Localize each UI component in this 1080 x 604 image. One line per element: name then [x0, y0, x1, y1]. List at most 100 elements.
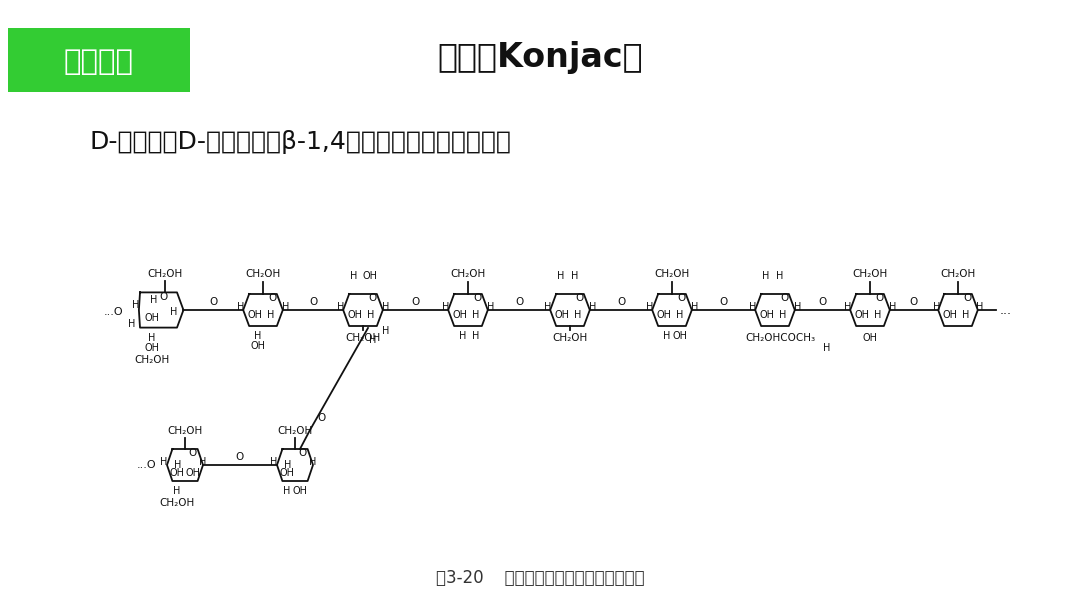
Text: O: O	[298, 448, 307, 458]
Text: H: H	[691, 302, 698, 312]
Text: H: H	[270, 457, 278, 467]
Text: O: O	[188, 448, 197, 458]
Text: H: H	[780, 310, 786, 320]
Text: H: H	[459, 331, 467, 341]
FancyBboxPatch shape	[8, 28, 190, 92]
Text: H: H	[575, 310, 582, 320]
Text: H: H	[875, 310, 881, 320]
Text: H: H	[284, 460, 292, 470]
Text: H: H	[823, 343, 831, 353]
Text: ...O: ...O	[104, 307, 124, 317]
Text: H: H	[843, 302, 851, 312]
Text: H: H	[676, 310, 684, 320]
Text: O: O	[909, 297, 918, 307]
Text: CH₂OH: CH₂OH	[167, 426, 203, 436]
Text: O: O	[576, 293, 583, 303]
Text: OH: OH	[363, 271, 378, 281]
Text: O: O	[268, 293, 276, 303]
Text: O: O	[819, 297, 826, 307]
Text: H: H	[663, 331, 671, 341]
Text: H: H	[283, 486, 291, 496]
Text: OH: OH	[854, 310, 869, 320]
Text: OH: OH	[673, 331, 688, 341]
Text: CH₂OH: CH₂OH	[160, 498, 194, 508]
Text: H: H	[544, 302, 551, 312]
Text: H: H	[367, 310, 375, 320]
Text: H: H	[148, 333, 156, 342]
Text: H: H	[889, 302, 896, 312]
Text: OH: OH	[863, 333, 877, 343]
Text: O: O	[318, 413, 326, 423]
Text: O: O	[368, 293, 376, 303]
Text: OH: OH	[170, 468, 185, 478]
Text: OH: OH	[145, 313, 160, 323]
Text: H: H	[472, 331, 480, 341]
Text: CH₂OH: CH₂OH	[245, 269, 281, 279]
Text: H: H	[350, 271, 357, 281]
Text: H: H	[962, 310, 970, 320]
Text: OH: OH	[348, 310, 363, 320]
Text: H: H	[174, 460, 181, 470]
Text: H: H	[487, 302, 495, 312]
Text: OH: OH	[185, 468, 200, 478]
Text: H: H	[472, 310, 480, 320]
Text: ...: ...	[1000, 303, 1012, 316]
Text: H: H	[646, 302, 653, 312]
Text: OH: OH	[280, 468, 295, 478]
Text: H: H	[200, 457, 206, 467]
Text: O: O	[875, 293, 883, 303]
Text: H: H	[571, 271, 579, 281]
Text: CH₂OH: CH₂OH	[450, 269, 486, 279]
Text: CH₂OH: CH₂OH	[134, 355, 170, 365]
Text: H: H	[762, 271, 770, 281]
Text: CH₂OH: CH₂OH	[278, 426, 312, 436]
Text: H: H	[382, 326, 390, 336]
Text: O: O	[160, 292, 168, 303]
Text: H: H	[381, 302, 389, 312]
Text: OH: OH	[554, 310, 569, 320]
Text: OH: OH	[251, 341, 266, 351]
Text: OH: OH	[453, 310, 468, 320]
Text: 植物多醣: 植物多醣	[64, 48, 134, 76]
Text: 蒟蒻（Konjac）: 蒟蒻（Konjac）	[437, 40, 643, 74]
Text: H: H	[794, 302, 801, 312]
Text: OH: OH	[247, 310, 262, 320]
Text: H: H	[557, 271, 565, 281]
Text: H: H	[309, 457, 316, 467]
Text: H: H	[777, 271, 784, 281]
Text: H: H	[748, 302, 756, 312]
Text: H: H	[150, 295, 158, 305]
Text: H: H	[129, 319, 136, 329]
Text: CH₂OH: CH₂OH	[654, 269, 690, 279]
Text: H: H	[442, 302, 449, 312]
Text: O: O	[677, 293, 686, 303]
Text: H: H	[975, 302, 983, 312]
Text: H: H	[237, 302, 244, 312]
Text: CH₂OH: CH₂OH	[941, 269, 975, 279]
Text: OH: OH	[943, 310, 958, 320]
Text: H: H	[337, 302, 345, 312]
Text: O: O	[210, 297, 217, 307]
Text: OH: OH	[759, 310, 774, 320]
Text: O: O	[780, 293, 788, 303]
Text: H: H	[933, 302, 941, 312]
Text: 圖3-20    蒟蒻聚葡萄甘露糖的可能結構圖: 圖3-20 蒟蒻聚葡萄甘露糖的可能結構圖	[435, 569, 645, 587]
Text: O: O	[719, 297, 728, 307]
Text: O: O	[309, 297, 318, 307]
Text: H: H	[160, 457, 167, 467]
Text: OH: OH	[293, 486, 308, 496]
Text: CH₂OH: CH₂OH	[852, 269, 888, 279]
Text: O: O	[617, 297, 625, 307]
Text: H: H	[133, 300, 139, 310]
Text: CH₂OHCOCH₃: CH₂OHCOCH₃	[745, 333, 815, 343]
Text: O: O	[473, 293, 482, 303]
Text: O: O	[963, 293, 971, 303]
Text: H: H	[282, 302, 289, 312]
Text: H: H	[171, 307, 178, 317]
Text: H: H	[589, 302, 596, 312]
Text: OH: OH	[657, 310, 672, 320]
Text: O: O	[411, 297, 420, 307]
Text: CH₂OH: CH₂OH	[552, 333, 588, 343]
Text: CH₂OH: CH₂OH	[147, 269, 183, 280]
Text: H: H	[268, 310, 274, 320]
